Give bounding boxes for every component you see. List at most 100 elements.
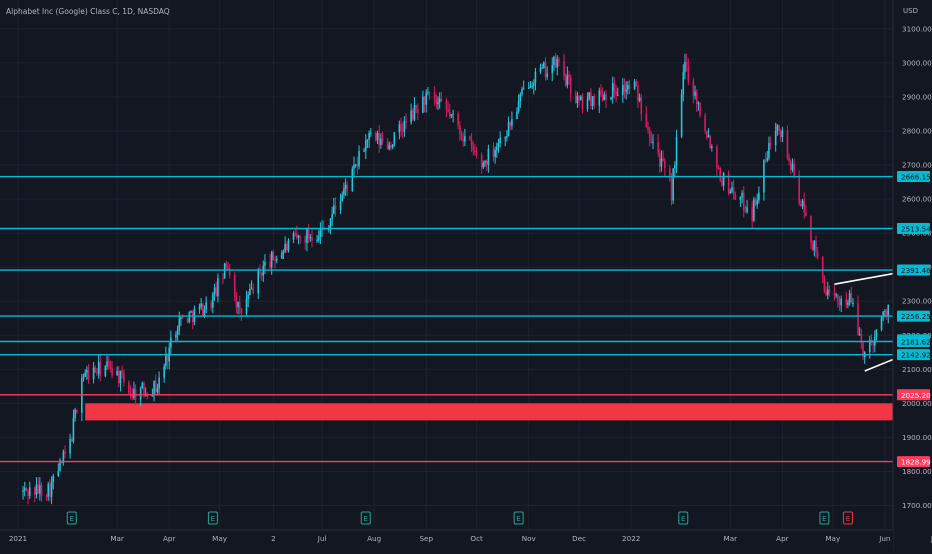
candle [452, 113, 454, 115]
earnings-marker[interactable]: E [360, 511, 371, 525]
level-tag-bg [897, 310, 930, 322]
y-tick-label: 2300.00 [902, 297, 932, 306]
candle [531, 85, 533, 87]
y-tick-label: 1800.00 [902, 467, 932, 476]
x-tick-label: Dec [572, 534, 586, 543]
candle [233, 275, 236, 298]
candle [415, 104, 417, 110]
candle [378, 133, 380, 146]
candle [205, 302, 207, 310]
candle [260, 273, 263, 276]
candle [664, 160, 666, 169]
level-tag-bg [897, 264, 930, 276]
candle [422, 96, 424, 113]
candle [648, 130, 651, 139]
candle [341, 195, 344, 202]
candle [393, 132, 396, 145]
candle [610, 97, 612, 100]
time-axis: 2021 Mar Apr May 2 Jul Aug Sep Oct Nov Dec 2022 Mar A… [0, 529, 932, 550]
candle [84, 372, 86, 377]
candle [49, 484, 51, 497]
earnings-marker[interactable]: E [207, 511, 218, 525]
candle [741, 192, 743, 197]
candle [492, 148, 495, 158]
demand-zone [85, 403, 893, 421]
candle [222, 277, 224, 279]
candle [462, 138, 464, 142]
candle [717, 167, 720, 169]
candle [448, 111, 451, 117]
candle [825, 291, 827, 296]
candle [111, 368, 113, 376]
candle [551, 65, 554, 74]
earnings-marker[interactable]: E [513, 511, 524, 525]
candle [638, 97, 641, 101]
candle [600, 90, 602, 95]
candle [460, 134, 463, 139]
candle [534, 71, 537, 84]
candle [344, 184, 347, 189]
candle [81, 378, 83, 413]
earnings-marker-box [819, 511, 830, 525]
future-earnings-marker[interactable]: E [842, 511, 853, 525]
level-tag-label: 2181.62 [901, 338, 931, 347]
chart-title: Alphabet Inc (Google) Class C, 1D, NASDA… [6, 7, 170, 16]
candle [292, 233, 295, 240]
candle [756, 200, 758, 205]
candle [447, 109, 449, 112]
candle [331, 214, 333, 219]
candle [669, 168, 671, 180]
candle [119, 370, 122, 384]
price-axis: 3100.00 3000.00 2900.00 2800.00 2700.00 2600.… [892, 0, 932, 550]
level-tag-label: 2025.20 [901, 391, 931, 400]
candle [521, 88, 523, 95]
level-tag-label: 2666.15 [901, 173, 931, 182]
candle [76, 409, 78, 413]
earnings-marker[interactable]: E [66, 511, 77, 525]
level-tag-label: 2513.54 [901, 224, 931, 233]
candle [270, 251, 273, 268]
candle [732, 187, 735, 195]
y-tick-label: 2800.00 [902, 126, 932, 135]
candle [487, 148, 490, 165]
candle [657, 142, 659, 153]
candle [309, 237, 312, 239]
candle [758, 192, 760, 201]
candle [364, 140, 367, 151]
candle [882, 311, 884, 318]
candle [611, 83, 614, 98]
candle [97, 361, 100, 374]
earnings-marker-label: E [211, 515, 215, 523]
earnings-marker[interactable]: E [819, 511, 830, 525]
candle [850, 293, 853, 304]
candle [307, 229, 310, 238]
candle [104, 366, 107, 377]
candle [154, 380, 157, 392]
candle [884, 310, 886, 312]
candle [47, 484, 50, 497]
candle [28, 487, 31, 496]
y-tick-label: 2700.00 [902, 161, 932, 170]
candle [118, 370, 120, 384]
candle [885, 310, 888, 316]
x-tick-label: Mar [110, 534, 124, 543]
candle [764, 160, 767, 162]
level-tag-label: 2391.46 [901, 266, 931, 275]
earnings-marker[interactable]: E [678, 511, 689, 525]
candle [175, 334, 177, 338]
candle [45, 496, 48, 498]
candle [166, 354, 169, 362]
candle [343, 188, 345, 196]
candle [433, 92, 436, 99]
level-tag-bg [897, 349, 930, 361]
candle [264, 261, 266, 266]
candle [368, 133, 370, 140]
candle [684, 61, 686, 73]
candle [474, 150, 476, 153]
candle [731, 187, 733, 192]
candle [692, 80, 695, 96]
candle [339, 201, 342, 211]
candle [680, 94, 683, 137]
